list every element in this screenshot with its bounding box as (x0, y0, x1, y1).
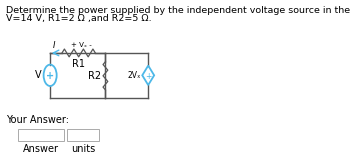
Text: Your Answer:: Your Answer: (6, 115, 69, 125)
Text: R1: R1 (72, 59, 85, 69)
Text: 2Vₓ: 2Vₓ (128, 71, 141, 80)
Text: V=14 V, R1=2 Ω ,and R2=5 Ω.: V=14 V, R1=2 Ω ,and R2=5 Ω. (6, 14, 151, 23)
Text: + Vₓ -: + Vₓ - (71, 42, 91, 48)
Text: Determine the power supplied by the independent voltage source in the circuit wh: Determine the power supplied by the inde… (6, 6, 350, 15)
Text: Answer: Answer (23, 144, 59, 154)
Text: R2: R2 (88, 71, 101, 81)
Text: +: + (145, 72, 152, 81)
Text: +: + (46, 71, 54, 81)
FancyBboxPatch shape (67, 129, 99, 141)
Text: I: I (52, 41, 55, 50)
FancyBboxPatch shape (18, 129, 64, 141)
Text: V: V (35, 70, 42, 80)
Text: units: units (71, 144, 95, 154)
